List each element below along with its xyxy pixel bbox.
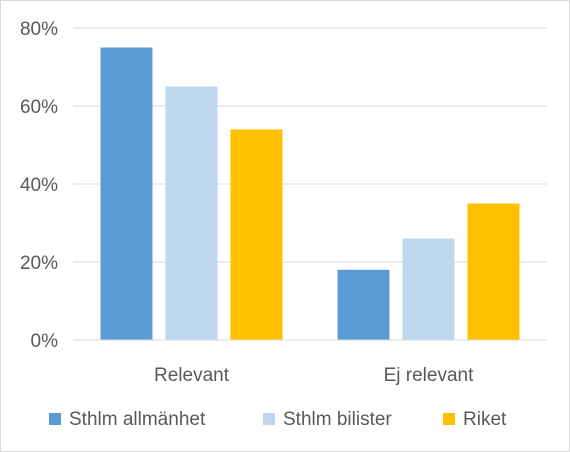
bar [230,129,283,340]
legend-label: Riket [463,409,507,430]
legend-swatch [443,413,455,425]
legend-swatch [49,413,61,425]
y-tick-label: 80% [20,19,58,40]
x-tick-label: Relevant [154,365,230,386]
legend-swatch [263,413,275,425]
bars [100,47,520,340]
bar [100,47,153,340]
bar [467,203,520,340]
x-tick-label: Ej relevant [384,365,474,386]
y-tick-label: 60% [20,97,58,118]
y-tick-label: 0% [31,331,59,352]
axes: 0% 20% 40% 60% 80% Relevant Ej relevant [20,19,547,386]
y-tick-label: 40% [20,175,58,196]
bar [402,238,455,340]
bar [165,86,218,340]
legend-label: Sthlm allmänhet [69,409,206,430]
bar [337,269,390,340]
legend: Sthlm allmänhet Sthlm bilister Riket [49,409,507,430]
legend-label: Sthlm bilister [283,409,392,430]
y-tick-label: 20% [20,253,58,274]
